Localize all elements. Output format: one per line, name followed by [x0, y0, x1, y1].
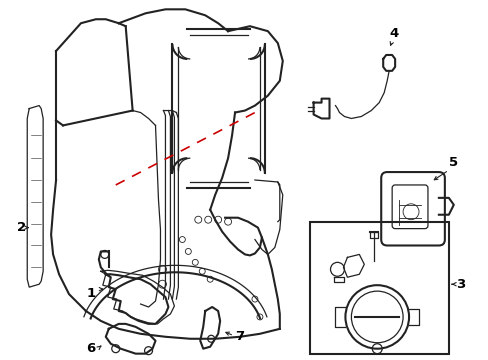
Text: 2: 2: [17, 221, 26, 234]
Text: 3: 3: [455, 278, 465, 291]
Bar: [309, 222, 448, 354]
Text: 5: 5: [448, 156, 457, 168]
Text: 1: 1: [86, 287, 95, 300]
Text: 6: 6: [86, 342, 95, 355]
Text: 7: 7: [235, 330, 244, 343]
Text: 4: 4: [389, 27, 398, 40]
